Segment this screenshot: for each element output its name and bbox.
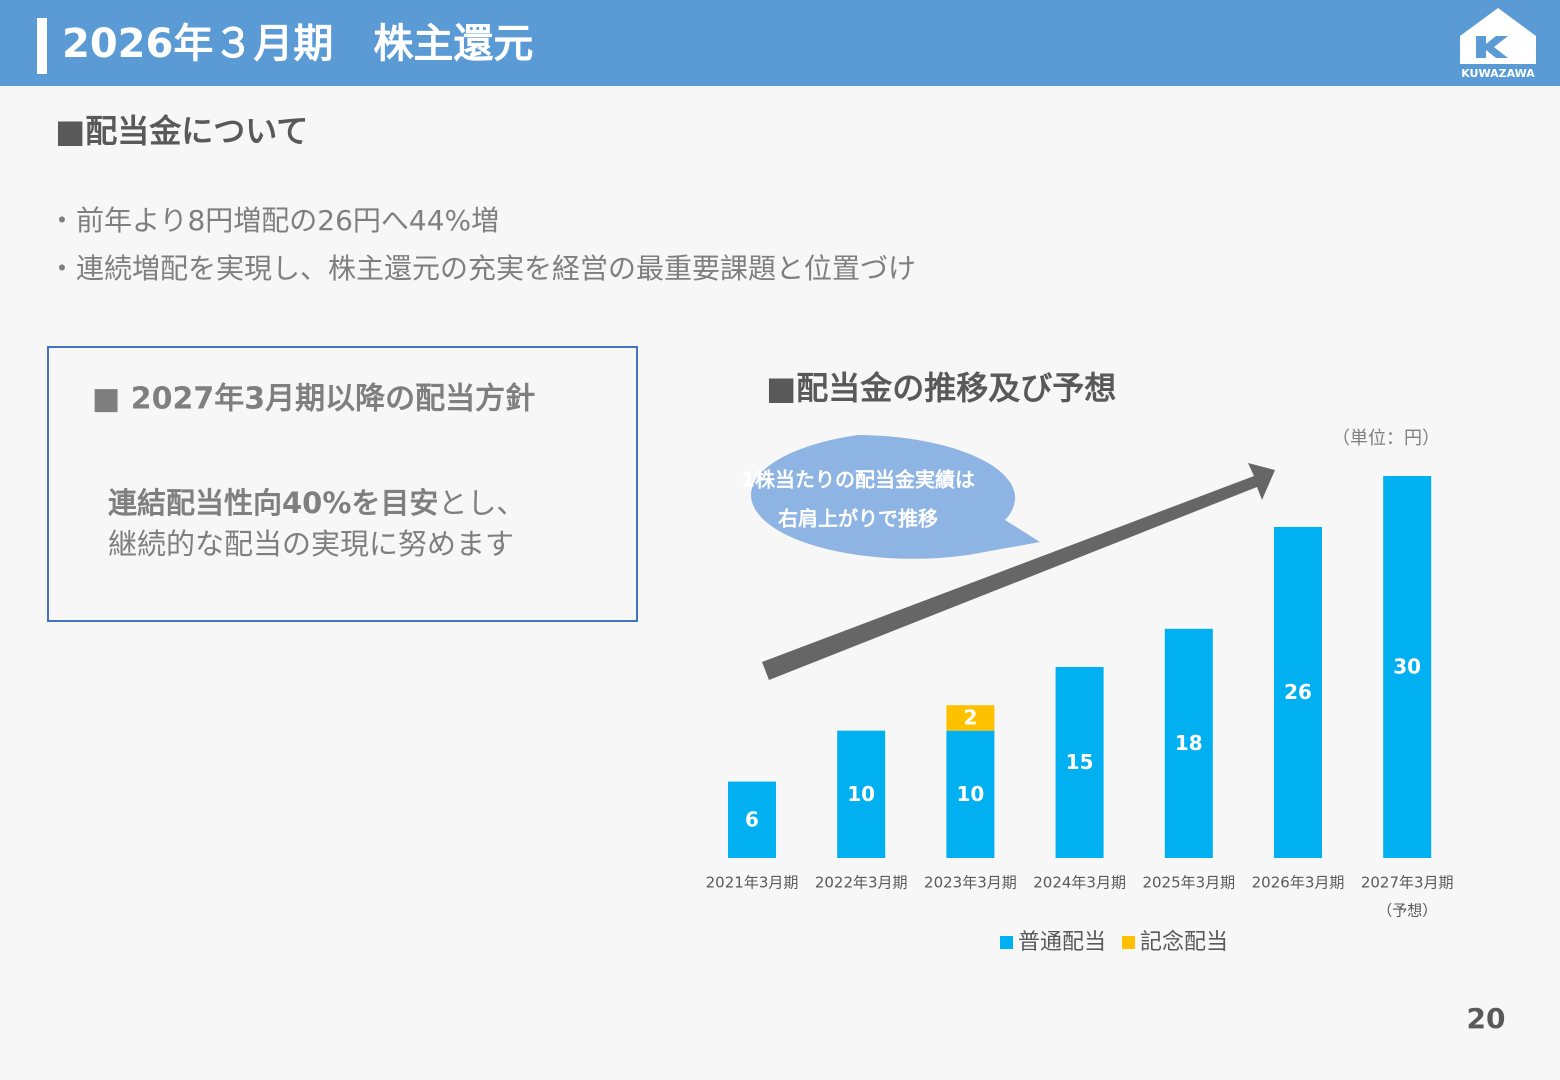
data-label: 15 [1066, 750, 1094, 774]
x-tick-label: 2021年3月期 [706, 874, 799, 892]
data-label: 6 [745, 807, 759, 831]
bar [1274, 526, 1322, 858]
callout-text: 右肩上がりで推移 [778, 507, 938, 531]
legend-label: 普通配当 [1018, 930, 1106, 955]
bar [837, 730, 886, 858]
x-tick-sublabel: （予想） [1377, 902, 1437, 920]
trend-arrow [762, 463, 1275, 680]
header-title: 2026年３月期 株主還元 [62, 21, 533, 67]
logo-k [1476, 36, 1508, 58]
unit-label: （単位：円） [1332, 428, 1440, 449]
callout [750, 435, 1040, 559]
data-label: 30 [1393, 655, 1421, 679]
x-tick-label: 2025年3月期 [1142, 874, 1235, 892]
x-tick-label: 2023年3月期 [924, 874, 1017, 892]
x-tick-label: 2024年3月期 [1033, 874, 1126, 892]
bullet: ・連続増配を実現し、株主還元の充実を経営の最重要課題と位置づけ [48, 252, 916, 285]
data-label: 18 [1175, 731, 1203, 755]
bar [1055, 667, 1104, 858]
header-marker [37, 18, 47, 74]
bullet: ・前年より8円増配の26円へ44%増 [48, 204, 499, 237]
bar [946, 705, 995, 731]
bar [1383, 476, 1432, 858]
policy-rest: とし、 [438, 486, 525, 520]
callout-text: 1株当たりの配当金実績は [741, 468, 975, 492]
chart-title: ■配当金の推移及び予想 [766, 369, 1116, 407]
bar [1164, 628, 1213, 858]
logo-text: KUWAZAWA [1461, 67, 1535, 80]
policy-line: 継続的な配当の実現に努めます [108, 527, 514, 561]
logo: KUWAZAWA [1460, 8, 1536, 80]
policy-title: ■ 2027年3月期以降の配当方針 [92, 382, 535, 417]
policy-line: 連結配当性向40%を目安とし、 [108, 486, 525, 520]
policy-emphasis: 連結配当性向40%を目安 [108, 486, 438, 520]
data-label: 10 [956, 782, 984, 806]
data-label: 10 [847, 782, 875, 806]
data-label: 2 [963, 705, 977, 729]
x-tick-label: 2026年3月期 [1252, 874, 1345, 892]
legend-swatch [1122, 936, 1136, 949]
page-number: 20 [1467, 1002, 1506, 1035]
section-title: ■配当金について [55, 112, 308, 150]
data-label: 26 [1284, 680, 1312, 704]
policy-box [47, 346, 638, 622]
legend-swatch [1000, 936, 1013, 949]
x-tick-label: 2027年3月期 [1361, 874, 1454, 892]
legend-label: 記念配当 [1140, 930, 1228, 955]
x-tick-label: 2022年3月期 [815, 874, 908, 892]
bar [728, 781, 776, 858]
header-bar [0, 0, 1560, 86]
bar [946, 730, 995, 858]
